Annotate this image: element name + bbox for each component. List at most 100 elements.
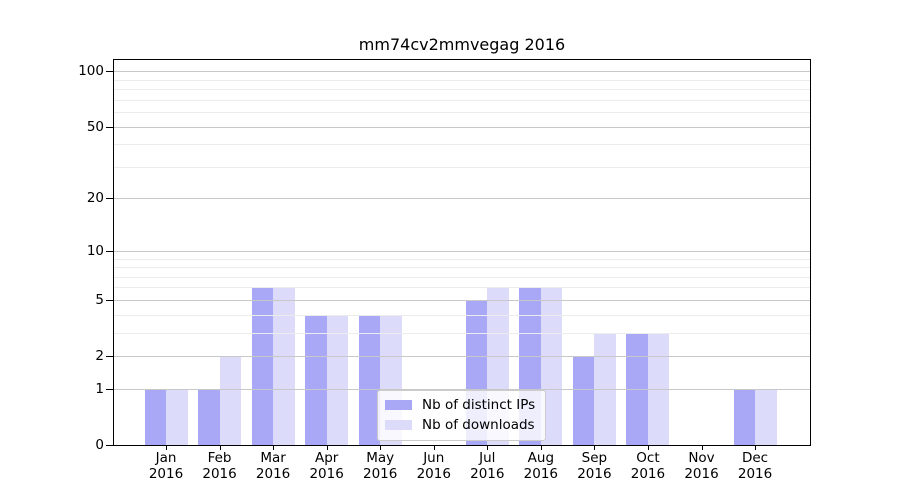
major-gridline-2 bbox=[114, 356, 810, 358]
x-tick-year-apr: 2016 bbox=[309, 465, 344, 482]
x-tick-label-apr: Apr 2016 bbox=[295, 450, 359, 482]
x-tick-label-jul: Jul 2016 bbox=[455, 450, 519, 482]
y-tick-100 bbox=[106, 71, 114, 73]
legend-label-downloads: Nb of downloads bbox=[422, 417, 535, 433]
legend-swatch-downloads bbox=[385, 420, 412, 430]
legend: Nb of distinct IPs Nb of downloads bbox=[377, 390, 547, 441]
y-tick-label-0: 0 bbox=[95, 437, 104, 453]
legend-row-downloads: Nb of downloads bbox=[385, 417, 535, 433]
x-tick-jul bbox=[487, 445, 489, 450]
minor-gridline-8 bbox=[114, 267, 810, 269]
bar-nb-of-downloads-dec bbox=[755, 388, 777, 445]
bar-nb-of-downloads-mar bbox=[273, 287, 295, 445]
x-tick-label-aug: Aug 2016 bbox=[509, 450, 573, 482]
x-tick-year-jun: 2016 bbox=[416, 465, 451, 482]
x-tick-year-mar: 2016 bbox=[255, 465, 291, 482]
x-tick-label-mar: Mar 2016 bbox=[241, 450, 305, 482]
y-tick-50 bbox=[106, 126, 114, 128]
x-tick-sep bbox=[594, 445, 596, 450]
x-tick-month-dec: Dec bbox=[741, 450, 769, 466]
bar-nb-of-distinct-ips-feb bbox=[198, 388, 220, 445]
major-gridline-100 bbox=[114, 71, 810, 73]
x-tick-jan bbox=[166, 445, 167, 450]
y-tick-label-1: 1 bbox=[95, 380, 104, 397]
x-tick-label-feb: Feb 2016 bbox=[188, 450, 252, 482]
bar-nb-of-distinct-ips-apr bbox=[305, 314, 327, 445]
x-tick-month-sep: Sep bbox=[581, 450, 608, 466]
bar-nb-of-downloads-aug bbox=[540, 287, 563, 445]
y-tick-label-10: 10 bbox=[86, 242, 104, 259]
x-tick-year-nov: 2016 bbox=[684, 465, 719, 482]
x-tick-oct bbox=[647, 445, 649, 450]
x-tick-aug bbox=[540, 445, 542, 450]
minor-gridline-80 bbox=[114, 89, 810, 91]
y-tick-5 bbox=[106, 299, 114, 301]
major-gridline-5 bbox=[114, 299, 810, 301]
bar-nb-of-distinct-ips-jan bbox=[144, 388, 166, 445]
x-tick-label-nov: Nov 2016 bbox=[670, 450, 734, 482]
x-tick-mar bbox=[273, 445, 275, 450]
y-tick-20 bbox=[106, 198, 114, 200]
x-tick-month-aug: Aug bbox=[527, 450, 555, 466]
bar-nb-of-downloads-oct bbox=[647, 332, 670, 445]
bar-nb-of-distinct-ips-oct bbox=[626, 332, 648, 445]
bar-nb-of-distinct-ips-may bbox=[358, 314, 381, 445]
legend-label-distinct-ips: Nb of distinct IPs bbox=[422, 397, 536, 413]
y-tick-label-20: 20 bbox=[86, 190, 104, 207]
chart-title: mm74cv2mmvegag 2016 bbox=[358, 35, 566, 54]
y-tick-label-100: 100 bbox=[78, 63, 104, 80]
y-tick-1 bbox=[106, 388, 114, 390]
major-gridline-20 bbox=[114, 198, 810, 200]
x-tick-label-dec: Dec 2016 bbox=[723, 450, 787, 482]
x-tick-year-jul: 2016 bbox=[470, 465, 505, 482]
x-tick-month-mar: Mar bbox=[260, 450, 286, 466]
y-tick-10 bbox=[106, 250, 114, 252]
x-tick-month-feb: Feb bbox=[207, 450, 232, 466]
x-tick-month-may: May bbox=[366, 450, 395, 466]
bar-nb-of-distinct-ips-dec bbox=[733, 388, 756, 445]
x-tick-apr bbox=[326, 445, 328, 450]
x-tick-nov bbox=[701, 445, 703, 450]
x-tick-month-oct: Oct bbox=[636, 450, 660, 466]
minor-gridline-3 bbox=[114, 332, 810, 334]
bar-nb-of-downloads-sep bbox=[594, 332, 616, 445]
minor-gridline-7 bbox=[114, 276, 810, 278]
minor-gridline-90 bbox=[114, 79, 810, 81]
legend-swatch-distinct-ips bbox=[385, 400, 412, 410]
x-tick-year-jan: 2016 bbox=[148, 465, 184, 482]
bar-nb-of-distinct-ips-sep bbox=[572, 356, 595, 445]
y-tick-label-2: 2 bbox=[95, 348, 104, 365]
minor-gridline-70 bbox=[114, 99, 810, 101]
plot-area: Nb of distinct IPs Nb of downloads bbox=[114, 60, 810, 445]
bar-nb-of-downloads-apr bbox=[326, 314, 349, 445]
x-tick-label-jun: Jun 2016 bbox=[402, 450, 466, 482]
x-tick-label-jan: Jan 2016 bbox=[134, 450, 198, 482]
minor-gridline-30 bbox=[114, 166, 810, 168]
x-tick-label-may: May 2016 bbox=[348, 450, 412, 482]
major-gridline-50 bbox=[114, 126, 810, 128]
x-tick-year-feb: 2016 bbox=[202, 465, 237, 482]
y-tick-2 bbox=[106, 356, 114, 358]
y-tick-label-5: 5 bbox=[95, 291, 104, 308]
x-tick-year-dec: 2016 bbox=[737, 465, 773, 482]
y-tick-0 bbox=[106, 445, 114, 446]
x-tick-month-apr: Apr bbox=[314, 450, 339, 466]
major-gridline-1 bbox=[114, 388, 810, 390]
bar-nb-of-distinct-ips-mar bbox=[251, 287, 274, 445]
x-tick-year-aug: 2016 bbox=[523, 465, 559, 482]
x-tick-feb bbox=[219, 445, 221, 450]
x-tick-month-jul: Jul bbox=[479, 450, 496, 466]
x-tick-year-may: 2016 bbox=[363, 465, 398, 482]
x-tick-may bbox=[380, 445, 382, 450]
minor-gridline-9 bbox=[114, 258, 810, 260]
major-gridline-10 bbox=[114, 250, 810, 252]
bar-nb-of-downloads-feb bbox=[219, 356, 242, 445]
y-tick-label-50: 50 bbox=[86, 118, 104, 135]
x-tick-jun bbox=[433, 445, 435, 450]
x-tick-label-oct: Oct 2016 bbox=[616, 450, 680, 482]
legend-row-distinct-ips: Nb of distinct IPs bbox=[385, 397, 535, 413]
x-tick-year-sep: 2016 bbox=[577, 465, 612, 482]
minor-gridline-60 bbox=[114, 112, 810, 114]
x-tick-year-oct: 2016 bbox=[630, 465, 666, 482]
